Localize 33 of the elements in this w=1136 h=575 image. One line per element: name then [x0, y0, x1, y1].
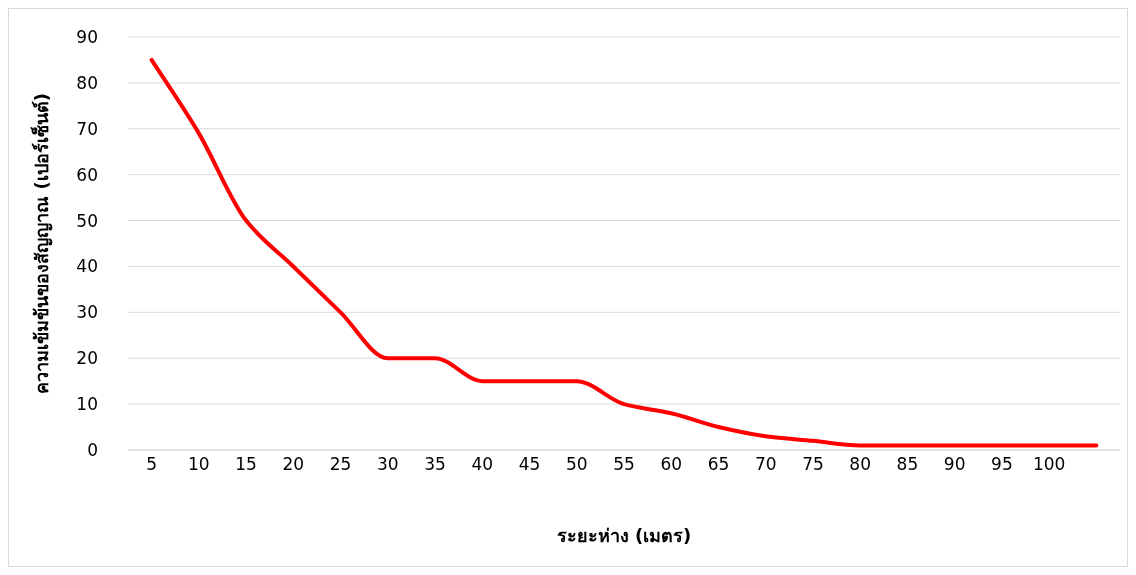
- x-axis-title: ระยะห่าง (เมตร): [556, 525, 692, 546]
- y-tick-label: 30: [76, 302, 98, 323]
- x-tick-label: 50: [565, 454, 588, 474]
- x-tick-label: 80: [849, 454, 872, 474]
- line-series: [149, 57, 1099, 448]
- y-tick-label: 10: [76, 394, 98, 415]
- y-tick-label: 70: [76, 118, 98, 139]
- x-tick-label: 5: [146, 454, 158, 474]
- x-tick-label: 20: [282, 454, 305, 474]
- y-tick-label: 50: [76, 210, 98, 231]
- x-tick-label: 75: [802, 454, 824, 474]
- x-tick-label: 10: [188, 454, 210, 474]
- x-tick-label: 55: [613, 454, 635, 474]
- x-tick-label: 60: [660, 454, 683, 474]
- y-tick-label: 40: [76, 256, 98, 277]
- y-axis-title: ความเข้มข้นของสัญญาณ (เปอร์เซ็นต์): [30, 93, 53, 394]
- x-tick-label: 100: [1032, 454, 1066, 474]
- x-tick-label: 40: [471, 454, 494, 474]
- x-tick-label: 35: [424, 454, 446, 474]
- x-tick-label: 30: [376, 454, 399, 474]
- y-tick-label: 80: [76, 72, 98, 93]
- x-tick-label: 90: [943, 454, 966, 474]
- x-tick-label: 70: [754, 454, 777, 474]
- x-tick-label: 25: [329, 454, 352, 474]
- y-tick-label: 90: [76, 27, 98, 47]
- x-tick-label: 15: [235, 454, 257, 474]
- x-tick-label: 45: [518, 454, 541, 474]
- y-tick-label: 0: [87, 440, 98, 460]
- x-tick-label: 85: [896, 454, 919, 474]
- x-tick-label: 95: [991, 454, 1013, 474]
- x-tick-label: 65: [707, 454, 730, 474]
- y-tick-label: 60: [76, 164, 98, 185]
- y-tick-label: 20: [76, 348, 98, 369]
